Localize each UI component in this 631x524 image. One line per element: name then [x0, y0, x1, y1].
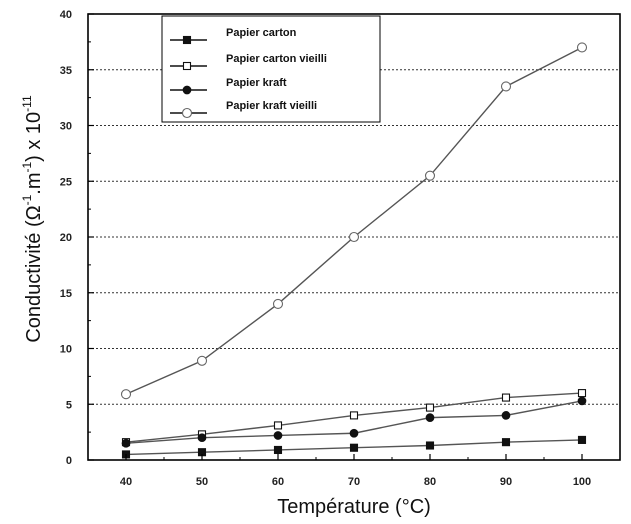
legend: Papier carton Papier carton vieilli Papier… [161, 15, 381, 123]
y-tick-label: 5 [66, 399, 72, 411]
y-tick-label: 30 [60, 121, 72, 133]
x-tick-label: 80 [424, 476, 436, 488]
data-point [349, 428, 359, 438]
data-point [273, 431, 283, 440]
data-point [425, 403, 435, 412]
y-axis-title-sup1: -1 [20, 194, 34, 205]
legend-marker [182, 35, 192, 45]
data-point [197, 433, 207, 443]
legend-entry: Papier kraft [170, 77, 287, 95]
data-point [273, 445, 283, 455]
x-tick-label: 90 [500, 476, 512, 488]
y-tick-label: 15 [60, 288, 72, 300]
x-tick-label: 50 [196, 476, 208, 488]
x-axis-title: Température (°C) [277, 496, 431, 518]
y-axis-title-end: ) x 10 [23, 112, 45, 162]
y-axis-title-sup2: -1 [20, 162, 34, 173]
y-axis-title: Conductivité (Ω-1.m-1) x 10-11 [20, 95, 45, 343]
legend-box [161, 15, 381, 123]
legend-marker [182, 85, 192, 95]
series-1 [121, 435, 587, 459]
data-point [120, 389, 132, 400]
x-tick-label: 60 [272, 476, 284, 488]
x-tick-label: 40 [120, 476, 132, 488]
y-tick-label: 25 [60, 176, 72, 188]
y-axis-title-sup3: -11 [20, 95, 34, 112]
data-point [501, 411, 511, 420]
data-point [501, 393, 511, 402]
y-tick-label: 10 [60, 344, 72, 356]
legend-marker [182, 61, 192, 71]
data-point [577, 396, 587, 406]
y-tick-label: 20 [60, 232, 72, 244]
y-axis-title-main: Conductivité (Ω [23, 205, 45, 342]
legend-entry: Papier carton vieilli [170, 53, 327, 71]
data-point [425, 441, 435, 450]
x-axis-ticks: 40 50 60 70 80 90 100 [120, 454, 591, 488]
data-point [501, 438, 511, 447]
data-point [577, 389, 587, 398]
data-point [349, 411, 359, 420]
data-point [425, 413, 435, 422]
legend-marker [181, 107, 193, 119]
y-tick-label: 40 [60, 9, 72, 21]
x-tick-label: 70 [348, 476, 360, 488]
legend-entry: Papier kraft vieilli [170, 100, 317, 119]
data-point [577, 435, 587, 444]
legend-label: Papier kraft [226, 77, 287, 89]
data-point [576, 42, 588, 53]
y-axis-ticks: 0 5 10 15 20 25 30 35 40 [60, 9, 94, 467]
data-point [196, 355, 208, 366]
series-layer [120, 42, 588, 459]
series-4 [120, 42, 588, 400]
legend-label: Papier carton [226, 27, 297, 39]
y-tick-label: 0 [66, 455, 72, 467]
data-point [500, 81, 512, 92]
legend-label: Papier carton vieilli [226, 53, 327, 65]
data-point [349, 443, 359, 452]
data-point [424, 170, 436, 181]
series-3 [121, 396, 587, 448]
y-axis-title-mid: .m [23, 173, 45, 195]
legend-entry: Papier carton [170, 27, 297, 45]
legend-label: Papier kraft vieilli [226, 100, 317, 112]
data-point [273, 421, 283, 430]
y-tick-label: 35 [60, 65, 72, 77]
x-tick-label: 100 [573, 476, 591, 488]
data-point [121, 438, 131, 448]
data-point [348, 231, 360, 243]
data-point [272, 298, 284, 309]
